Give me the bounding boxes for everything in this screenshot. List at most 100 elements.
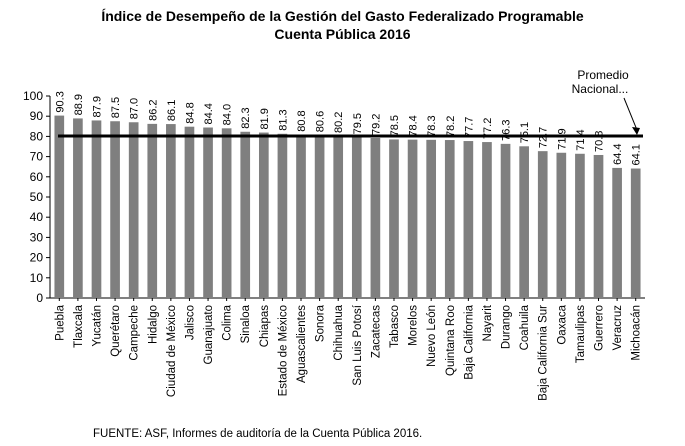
data-label: 77.2 [482,118,494,139]
y-tick-label: 100 [23,89,43,103]
bar [73,118,83,298]
category-label: Michoacán [631,305,643,361]
data-label: 79.5 [352,113,364,134]
category-label: Morelos [408,305,420,346]
bar [389,139,399,298]
category-label: Baja California [463,304,475,379]
data-label: 86.2 [147,99,159,120]
category-label: Hidalgo [147,305,159,344]
bar [426,139,437,298]
data-label: 76.3 [501,119,513,140]
category-label: Ciudad de México [166,305,178,397]
category-label: Campeche [129,305,141,361]
bar [128,122,139,298]
category-label: Veracruz [612,305,624,351]
bar [203,127,213,299]
data-label: 88.9 [73,94,85,115]
data-label: 64.4 [612,143,624,164]
bar [407,139,418,298]
data-label: 71.4 [575,129,587,150]
bar [482,142,492,298]
category-label: Durango [501,305,513,349]
category-label: Estado de México [277,305,289,396]
bar [370,138,381,298]
category-label: Baja California Sur [538,305,550,401]
category-label: Oaxaca [556,304,568,344]
category-label: Coahuila [519,304,531,350]
y-tick-label: 0 [36,291,43,305]
bar [258,132,269,298]
bar [593,154,604,298]
category-label: Colima [222,304,234,340]
data-label: 90.3 [54,91,66,112]
bar [240,131,251,298]
category-label: Tabasco [389,305,401,348]
data-label: 77.7 [463,117,475,138]
data-label: 78.2 [445,116,457,137]
bar [556,152,567,298]
data-label: 71.9 [556,128,568,149]
data-label: 80.8 [296,110,308,131]
category-label: Quintana Roo [445,305,457,376]
bar [166,124,176,298]
category-label: San Luis Potosí [352,304,364,385]
bar [296,134,306,298]
category-label: Querétaro [110,305,122,357]
bar [537,151,548,298]
data-label: 84.8 [184,102,196,123]
category-label: Puebla [54,304,66,340]
bar [184,126,195,298]
bar [333,135,344,298]
data-label: 70.8 [594,131,606,152]
y-tick-label: 80 [30,129,44,143]
category-label: Chiapas [259,305,271,347]
national-average-arrow [623,97,638,131]
category-label: Guanajuato [203,305,215,364]
category-label: Aguascalientes [296,305,308,383]
y-tick-label: 10 [30,271,44,285]
category-label: Chihuahua [333,304,345,360]
y-tick-label: 30 [30,230,44,244]
data-label: 78.4 [408,115,420,136]
y-tick-label: 20 [30,251,44,265]
category-label: Tamaulipas [575,305,587,363]
bar [314,135,325,298]
category-label: Jalisco [184,305,196,340]
data-label: 81.9 [259,108,271,129]
chart-title: Índice de Desempeño de la Gestión del Ga… [101,8,584,24]
data-label: 80.2 [333,112,345,133]
y-tick-label: 90 [30,109,44,123]
data-label: 84.4 [203,103,215,124]
bar [612,167,622,298]
bar [575,153,585,298]
data-label: 79.2 [370,114,382,135]
category-label: Zacatecas [370,305,382,358]
data-label: 78.5 [389,115,401,136]
data-label: 78.3 [426,115,438,136]
category-label: Sinaloa [240,304,252,343]
national-average-label: Promedio Nacional... [572,68,629,96]
data-label: 82.3 [240,107,252,128]
bar [147,123,158,298]
category-label: Yucatán [91,305,103,347]
bar [91,120,102,298]
y-tick-label: 60 [30,170,44,184]
bar [54,115,65,299]
bar [277,133,288,298]
y-tick-label: 50 [30,190,44,204]
category-label: Nuevo León [426,305,438,367]
data-label: 64.1 [631,144,643,165]
bar [519,146,529,298]
bar [351,137,362,298]
data-label: 84.0 [222,104,234,125]
bar [463,141,474,298]
y-tick-label: 40 [30,210,44,224]
category-label: Tlaxcala [73,304,85,347]
national-average-arrowhead [632,126,640,135]
data-label: 75.1 [519,122,531,143]
source-note: FUENTE: ASF, Informes de auditoría de la… [93,428,423,440]
bar [221,128,232,298]
category-label: Sonora [315,304,327,342]
bar [444,140,455,298]
